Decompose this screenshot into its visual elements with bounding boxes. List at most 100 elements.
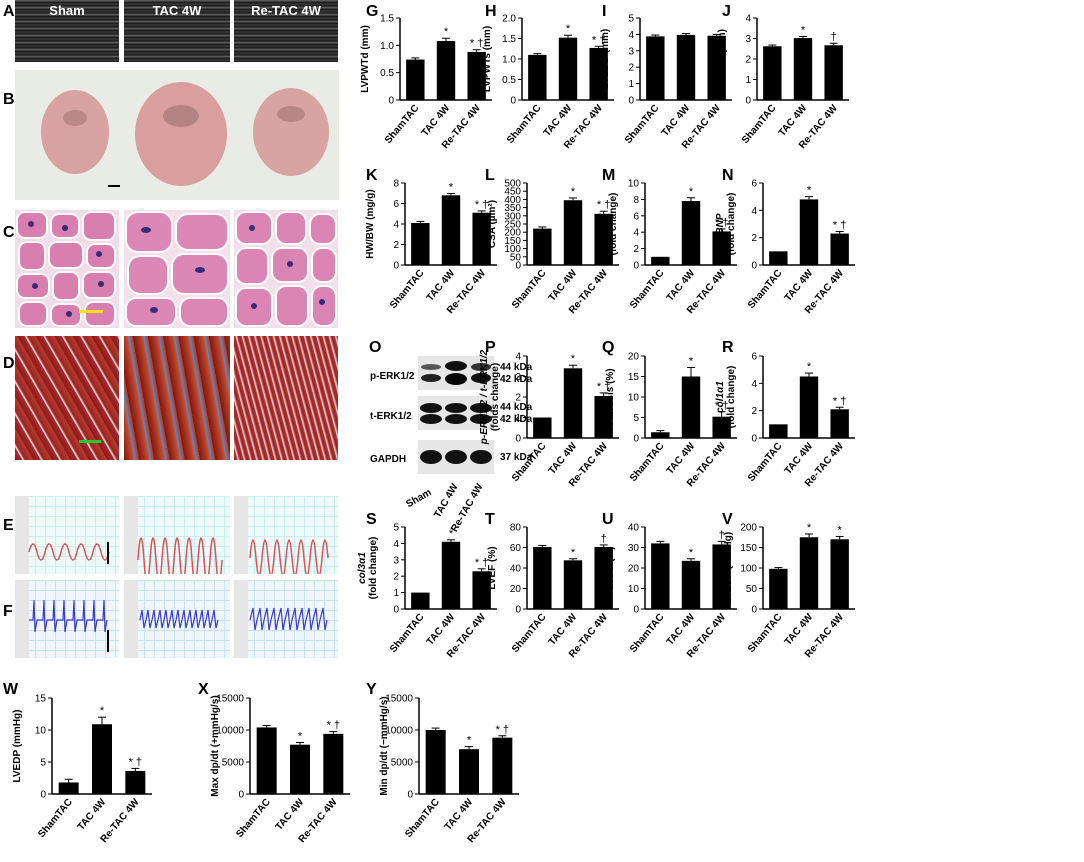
panel-label-j: J [722, 3, 731, 20]
bar [793, 38, 813, 100]
panel-label-f: F [3, 603, 13, 620]
y-tick-label: 3 [628, 46, 634, 57]
y-tick-label: 4 [633, 228, 639, 239]
y-axis-label: LVPWTs (mm) [482, 26, 493, 92]
significance-mark: * † [833, 220, 846, 232]
y-tick-label: 300 [504, 211, 521, 222]
bar [528, 54, 547, 100]
significance-mark: † [831, 31, 837, 43]
dpdt-trace-sham [15, 580, 119, 658]
y-tick-label: 100 [504, 244, 521, 255]
significance-mark: * [467, 735, 472, 747]
bar [256, 727, 277, 794]
y-tick-label: 8 [633, 195, 639, 206]
y-tick-label: 4 [393, 220, 399, 231]
y-tick-label: 0 [751, 261, 757, 272]
x-tick-label: ShamTAC [746, 268, 785, 311]
scale-bar-green-icon [79, 440, 101, 443]
significance-mark: * [807, 185, 812, 197]
y-axis-label: ANP [597, 213, 608, 235]
y-tick-label: 15 [35, 694, 47, 705]
bar [492, 737, 513, 794]
bar [58, 782, 79, 794]
y-tick-label: 10000 [385, 726, 413, 737]
bar [563, 368, 583, 438]
wb-kda-perk-42: 42 kDa [500, 374, 533, 385]
y-tick-label: 6 [751, 179, 757, 190]
bar [533, 228, 552, 265]
wb-kda-terk-42: 42 kDa [500, 414, 533, 425]
y-tick-label: 1.5 [380, 14, 394, 25]
y-tick-label: 40 [510, 564, 522, 575]
bar [830, 539, 849, 609]
x-tick-label: ShamTAC [388, 612, 427, 655]
significance-mark: * [689, 547, 694, 559]
panel-label-e: E [3, 517, 14, 534]
x-tick-label: TAC 4W [660, 102, 693, 138]
bar [769, 424, 788, 438]
significance-mark: * † [327, 720, 340, 732]
y-tick-label: 2.0 [502, 14, 516, 25]
panel-label-d: D [3, 355, 15, 372]
x-tick-label: ShamTAC [388, 268, 427, 311]
y-tick-label: 0 [751, 434, 757, 445]
y-tick-label: 2 [515, 393, 521, 404]
chart-r: 0 2 4 6 col1α1 (fold change) ShamTAC * TAC 4W * †… [715, 352, 855, 489]
bar [712, 544, 731, 609]
significance-mark: * † [597, 381, 610, 393]
echo-label-sham: Sham [49, 3, 85, 18]
bar [411, 222, 430, 265]
bar [436, 40, 456, 100]
significance-mark: * [689, 186, 694, 198]
significance-mark: * † [475, 199, 488, 211]
x-tick-label: TAC 4W [542, 102, 575, 138]
wb-lane-sham: Sham [404, 487, 433, 510]
y-tick-label: 10 [35, 726, 47, 737]
bar [681, 376, 701, 438]
panel-label-w: W [3, 681, 19, 698]
x-tick-label: ShamTAC [628, 268, 667, 311]
panel-label-n: N [722, 167, 734, 184]
significance-mark: * [444, 26, 449, 38]
bar [799, 199, 819, 265]
y-tick-label: 8 [393, 179, 399, 190]
significance-mark: * [449, 181, 454, 193]
bar [799, 376, 819, 438]
bar [681, 560, 701, 609]
y-tick-label: 1 [745, 75, 751, 86]
significance-mark: * [838, 524, 843, 536]
bar [558, 37, 578, 100]
y-tick-label: 2 [751, 406, 757, 417]
masson-stain-retac [234, 336, 338, 460]
bar [830, 409, 849, 438]
y-tick-label: 60 [510, 543, 522, 554]
bar [563, 560, 583, 609]
y-tick-label: 4 [751, 379, 757, 390]
dpdt-wave-tac [124, 580, 219, 658]
y-axis-label: HW/BW (mg/g) [365, 189, 376, 258]
significance-mark: * [571, 353, 576, 365]
y-tick-label: 500 [504, 179, 521, 190]
significance-mark: * [571, 186, 576, 198]
y-tick-label: 5000 [391, 758, 414, 769]
x-tick-label: ShamTAC [746, 612, 785, 655]
y-tick-label: 50 [746, 584, 758, 595]
y-tick-label: 3 [393, 555, 399, 566]
y-tick-label: 10 [628, 179, 640, 190]
x-tick-label: TAC 4W [425, 611, 458, 647]
x-tick-label: ShamTAC [746, 441, 785, 484]
significance-mark: * † [475, 557, 488, 569]
x-tick-label: TAC 4W [783, 440, 816, 476]
panel-label-t: T [485, 511, 495, 528]
y-tick-label: 5 [628, 14, 634, 25]
significance-mark: * † [129, 756, 142, 768]
y-tick-label: 4 [745, 14, 751, 25]
y-tick-label: 40 [628, 523, 640, 534]
echo-label-retac: Re-TAC 4W [251, 3, 321, 18]
bar [681, 201, 701, 265]
bar [651, 432, 670, 438]
panel-label-g: G [366, 3, 379, 20]
